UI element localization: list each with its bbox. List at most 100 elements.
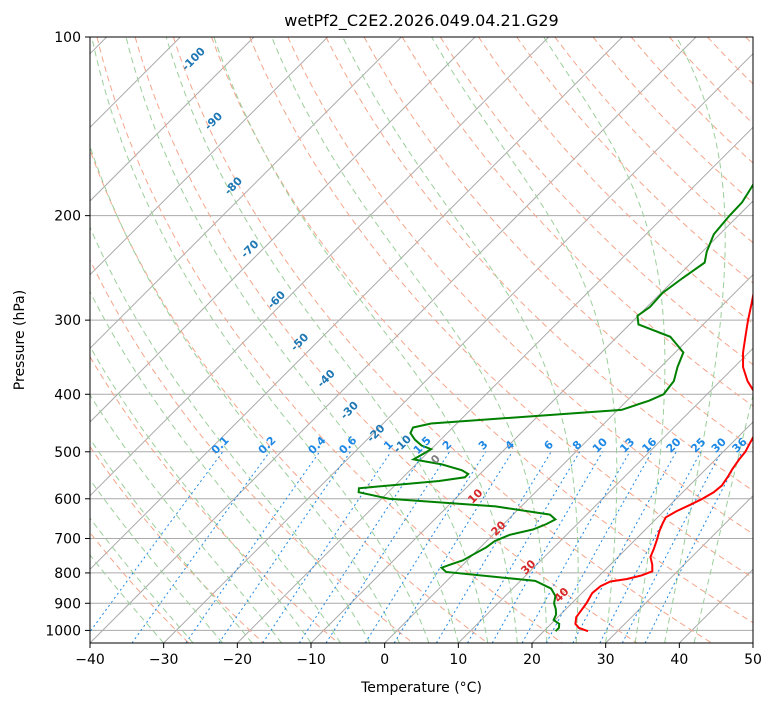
isotherm-line [384,273,753,643]
moist-adiabat-label: -40 [315,367,338,390]
mixing-ratio-line [521,451,631,643]
mixing-ratio-line [325,451,450,643]
moist-adiabat-label: -80 [222,174,245,197]
moist-adiabat-line [431,37,618,643]
x-tick-label: −30 [149,652,179,668]
dry-adiabat-line [90,531,190,643]
moist-adiabat-line [165,37,489,643]
isotherm-line [90,37,329,276]
x-tick-label: −20 [223,652,253,668]
isotherm-line [90,37,550,497]
mixing-ratio-label: 0.1 [209,434,232,457]
moist-adiabat-line [90,345,312,643]
x-tick-label: 20 [523,652,541,668]
x-tick-label: −40 [75,652,105,668]
mixing-ratio-line [131,451,271,643]
moist-adiabat-label: -50 [288,330,311,353]
moist-adiabat-line [90,290,341,643]
dry-adiabat-line [745,37,753,46]
mixing-ratio-line [298,451,426,643]
dry-adiabat-line [669,37,753,125]
y-tick-label: 900 [54,596,81,612]
mixing-ratio-label: 0.4 [306,434,329,457]
moist-adiabat-line [91,37,430,643]
y-tick-label: 600 [54,492,81,508]
mixing-ratio-label: 3 [476,438,491,453]
isotherm-line [457,347,753,643]
moist-adiabat-line [543,37,666,643]
mixing-ratio-label: 4 [503,438,518,453]
mixing-ratio-lines [90,451,743,643]
mixing-ratio-label: 13 [617,435,637,455]
dry-adiabat-line [440,37,753,366]
dry-adiabat-line [554,37,753,244]
y-axis-label: Pressure (hPa) [12,290,28,390]
y-tick-label: 800 [54,566,81,582]
y-tick-label: 200 [54,209,81,225]
y-axis-ticks: 100 200 300 400 500 600 700 800 900 1000 [45,30,90,639]
mixing-ratio-line [467,451,581,643]
moist-adiabat-line [213,37,518,643]
mixing-ratio-line [393,451,513,643]
mixing-ratio-label: 10 [590,435,610,455]
moist-adiabat-line [90,144,400,643]
dry-adiabat-line [707,37,753,85]
isotherm-line [90,37,623,571]
dry-adiabat-line [211,37,753,624]
isotherm-grid [90,37,753,643]
dry-adiabat-line [172,37,712,643]
plot-frame [89,36,754,644]
isotherm-line [605,494,753,643]
mixing-ratio-label: 2 [440,438,455,453]
dry-adiabat-line [134,37,638,643]
moist-adiabat-line [90,437,253,643]
dry-adiabat-line [401,37,753,407]
y-tick-label: 300 [54,313,81,329]
moist-adiabat-line [125,37,459,643]
isotherm-line [90,37,255,202]
dry-adiabat-line [287,37,753,535]
mixing-ratio-line [364,451,487,643]
isotherm-line [90,37,476,423]
temperature-profile-line [574,290,753,633]
x-axis-ticks: −40 −30 −20 −10 0 10 20 30 40 50 [75,643,762,668]
dry-adiabat-line [592,37,753,204]
mixing-ratio-label: 20 [664,435,684,455]
dry-adiabat-line [96,37,563,643]
isotherm-line [531,421,753,643]
mixing-ratio-label: 6 [541,438,556,453]
dewpoint-profile-line [357,182,753,632]
isotherm-line [163,52,753,643]
mixing-ratio-line [435,451,552,643]
moist-adiabat-line [90,554,165,643]
x-tick-label: 50 [744,652,762,668]
mixing-ratio-line [185,451,320,643]
dry-adiabat-line [478,37,753,325]
isotherm-line [752,642,753,643]
mixing-ratio-line [621,451,722,643]
y-tick-label: 1000 [45,623,81,639]
y-tick-label: 500 [54,445,81,461]
mixing-ratio-label: 30 [709,435,729,455]
dry-adiabat-line [90,445,264,643]
mixing-ratio-line [644,451,743,643]
mixing-ratio-line [572,451,677,643]
mixing-ratio-line [90,451,224,633]
x-axis-label: Temperature (°C) [360,680,482,696]
y-tick-label: 700 [54,532,81,548]
mixing-ratio-label: 25 [688,435,708,455]
moist-adiabat-line [90,478,223,643]
mixing-ratio-line [491,451,603,643]
x-tick-label: 0 [380,652,389,668]
dry-adiabat-line [363,37,753,449]
mixing-ratio-label: 8 [570,438,585,453]
dry-adiabats [90,37,753,643]
y-tick-label: 100 [54,30,81,46]
moist-adiabats [90,37,753,643]
moist-adiabat-label: 10 [465,486,485,506]
moist-adiabat-label: -90 [202,109,225,132]
mixing-ratio-label: 0.2 [256,434,279,457]
moist-adiabat-label: -30 [338,399,361,422]
moist-adiabat-line [90,225,371,643]
mixing-ratio-line [599,451,702,643]
